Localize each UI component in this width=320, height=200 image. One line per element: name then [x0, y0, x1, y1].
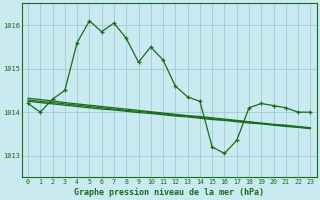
- X-axis label: Graphe pression niveau de la mer (hPa): Graphe pression niveau de la mer (hPa): [74, 188, 264, 197]
